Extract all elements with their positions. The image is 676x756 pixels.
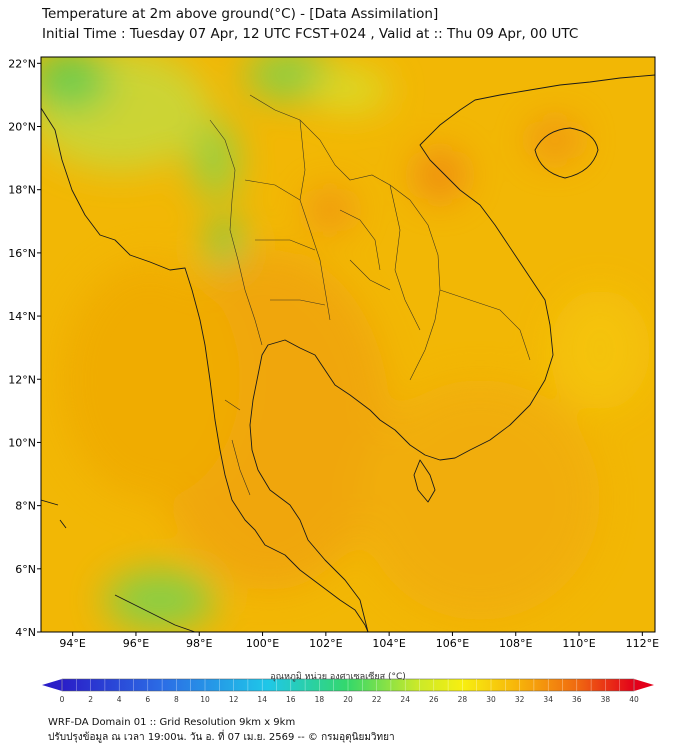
lon-tick-label: 104°E <box>372 637 405 650</box>
colorbar-tick-label: 22 <box>372 695 382 704</box>
colorbar-tick-label: 14 <box>257 695 267 704</box>
temperature-field <box>41 57 655 632</box>
colorbar-ticks: 0 2 4 6 8 10 12 14 16 18 20 22 24 26 28 30 32 34 36 38 40 <box>60 679 639 704</box>
colorbar-tick-label: 32 <box>515 695 525 704</box>
lon-tick-label: 96°E <box>123 637 149 650</box>
colorbar-tick-label: 4 <box>117 695 122 704</box>
lat-tick-label: 22°N <box>8 57 36 70</box>
colorbar-tick-label: 20 <box>343 695 353 704</box>
lat-tick-label: 18°N <box>8 184 36 197</box>
footer-update-info: ปรับปรุงข้อมูล ณ เวลา 19:00น. วัน อ. ที่… <box>48 732 395 743</box>
lat-tick-label: 8°N <box>15 500 36 513</box>
lon-tick-label: 100°E <box>246 637 279 650</box>
colorbar-tick-label: 26 <box>429 695 439 704</box>
lon-tick-label: 108°E <box>499 637 532 650</box>
longitude-axis: 94°E 96°E 98°E 100°E 102°E 104°E 106°E 108°E 110… <box>59 632 659 650</box>
lat-tick-label: 4°N <box>15 626 36 639</box>
colorbar-tick-label: 24 <box>400 695 410 704</box>
colorbar-max-arrow <box>634 679 654 691</box>
lon-tick-label: 106°E <box>436 637 469 650</box>
lat-tick-label: 20°N <box>8 121 36 134</box>
colorbar-tick-label: 12 <box>229 695 239 704</box>
lat-tick-label: 16°N <box>8 247 36 260</box>
chart-title: Temperature at 2m above ground(°C) - [Da… <box>42 6 439 22</box>
colorbar-tick-label: 6 <box>145 695 150 704</box>
colorbar-min-arrow <box>42 679 62 691</box>
colorbar-tick-label: 34 <box>543 695 553 704</box>
lon-tick-label: 110°E <box>562 637 595 650</box>
latitude-axis: 22°N 20°N 18°N 16°N 14°N 12°N 10°N 8°N 6°N 4°N <box>8 57 41 639</box>
colorbar-tick-label: 30 <box>486 695 496 704</box>
colorbar-tick-label: 0 <box>60 695 65 704</box>
colorbar-tick-label: 18 <box>315 695 325 704</box>
colorbar-tick-label: 10 <box>200 695 210 704</box>
lat-tick-label: 6°N <box>15 563 36 576</box>
footer-model-info: WRF-DA Domain 01 :: Grid Resolution 9km … <box>48 717 296 728</box>
lon-tick-label: 112°E <box>626 637 659 650</box>
lon-tick-label: 98°E <box>186 637 212 650</box>
lat-tick-label: 10°N <box>8 436 36 449</box>
map-frame <box>40 56 656 633</box>
coastlines <box>41 74 655 632</box>
admin-borders <box>209 94 531 496</box>
colorbar-tick-label: 38 <box>601 695 611 704</box>
colorbar-tick-label: 40 <box>629 695 639 704</box>
colorbar: 0 2 4 6 8 10 12 14 16 18 20 22 24 26 28 30 32 34 36 38 40 <box>42 678 654 704</box>
lon-tick-label: 102°E <box>309 637 342 650</box>
colorbar-tick-label: 16 <box>286 695 296 704</box>
colorbar-tick-label: 36 <box>572 695 582 704</box>
lat-tick-label: 12°N <box>8 373 36 386</box>
colorbar-tick-label: 8 <box>174 695 179 704</box>
colorbar-tick-label: 28 <box>458 695 468 704</box>
colorbar-label: อุณหภูมิ หน่วย องศาเซลเซียส (°C) <box>270 672 406 682</box>
chart-subtitle: Initial Time : Tuesday 07 Apr, 12 UTC FC… <box>42 26 579 42</box>
colorbar-tick-label: 2 <box>88 695 93 704</box>
lon-tick-label: 94°E <box>59 637 85 650</box>
lat-tick-label: 14°N <box>8 310 36 323</box>
